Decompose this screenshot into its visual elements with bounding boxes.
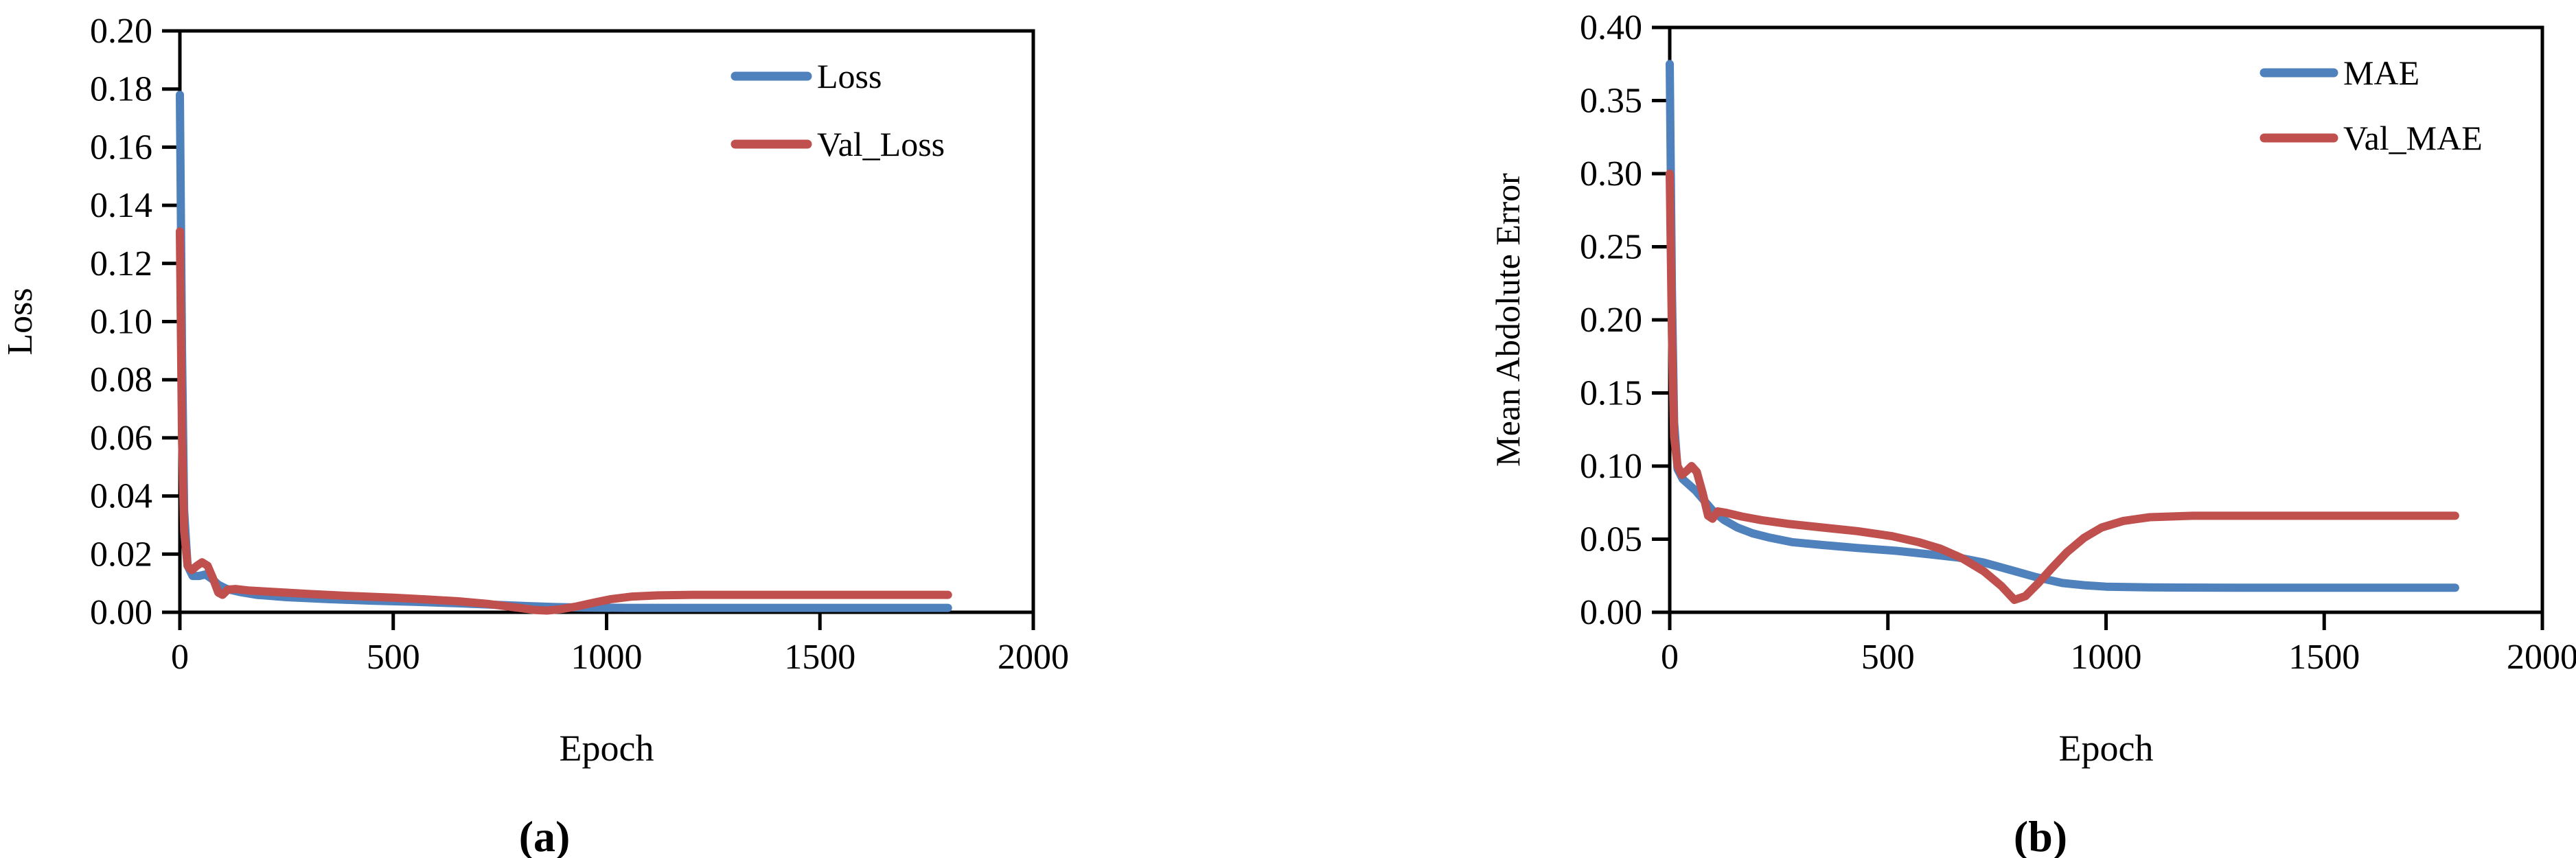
legend-label-mae: MAE [2343, 54, 2419, 92]
y-tick-label: 0.20 [1580, 301, 1642, 340]
y-tick-label: 0.16 [90, 128, 152, 167]
y-tick-label: 0.12 [90, 244, 152, 283]
y-tick-label: 0.00 [1580, 593, 1642, 632]
y-tick-label: 0.30 [1580, 154, 1642, 194]
x-tick-label: 1000 [2071, 638, 2142, 677]
y-tick-label: 0.05 [1580, 520, 1642, 559]
x-tick-label: 500 [367, 638, 420, 677]
y-tick-label: 0.18 [90, 70, 152, 109]
y-tick-label: 0.06 [90, 419, 152, 458]
x-axis-title: Epoch [560, 728, 654, 769]
y-tick-label: 0.25 [1580, 228, 1642, 267]
panel-caption: (b) [2014, 812, 2067, 858]
mae-vs-epoch-chart: 0.00 0.05 0.10 0.15 0.20 0.25 0.30 0.35 0.40 0 500… [1488, 8, 2576, 858]
legend-label-loss: Loss [817, 57, 882, 95]
legend-label-val_loss: Val_Loss [817, 125, 945, 163]
y-tick-label: 0.20 [90, 12, 152, 51]
series-line-val_loss [176, 227, 952, 615]
x-tick-label: 1000 [571, 638, 643, 677]
series-line-loss [176, 91, 952, 612]
y-tick-label: 0.10 [90, 303, 152, 342]
x-tick-label: 0 [1661, 638, 1679, 677]
series-line-mae [1666, 60, 2459, 592]
y-tick-label: 0.02 [90, 535, 152, 574]
x-tick-label: 1500 [784, 638, 855, 677]
y-axis-title: Mean Abdolute Error [1488, 173, 1527, 467]
y-tick-label: 0.14 [90, 186, 152, 225]
y-tick-label: 0.10 [1580, 447, 1642, 486]
legend-label-val_mae: Val_MAE [2343, 119, 2483, 157]
y-tick-label: 0.00 [90, 593, 152, 632]
series-line-val_mae [1666, 170, 2459, 604]
plot-border [178, 29, 1035, 614]
y-tick-label: 0.15 [1580, 374, 1642, 413]
panel-caption: (a) [519, 812, 571, 858]
y-tick-label: 0.04 [90, 477, 152, 516]
x-tick-label: 1500 [2288, 638, 2360, 677]
y-tick-label: 0.08 [90, 360, 152, 399]
x-axis-title: Epoch [2059, 728, 2154, 769]
loss-vs-epoch-chart: 0.00 0.02 0.04 0.06 0.08 0.10 0.12 0.14 0.16 0.18… [1, 12, 1069, 858]
y-tick-label: 0.40 [1580, 8, 1642, 47]
y-tick-label: 0.35 [1580, 82, 1642, 121]
x-tick-label: 0 [171, 638, 189, 677]
x-tick-label: 2000 [2507, 638, 2576, 677]
y-axis-title: Loss [1, 288, 40, 355]
x-tick-label: 2000 [998, 638, 1069, 677]
x-tick-label: 500 [1861, 638, 1915, 677]
